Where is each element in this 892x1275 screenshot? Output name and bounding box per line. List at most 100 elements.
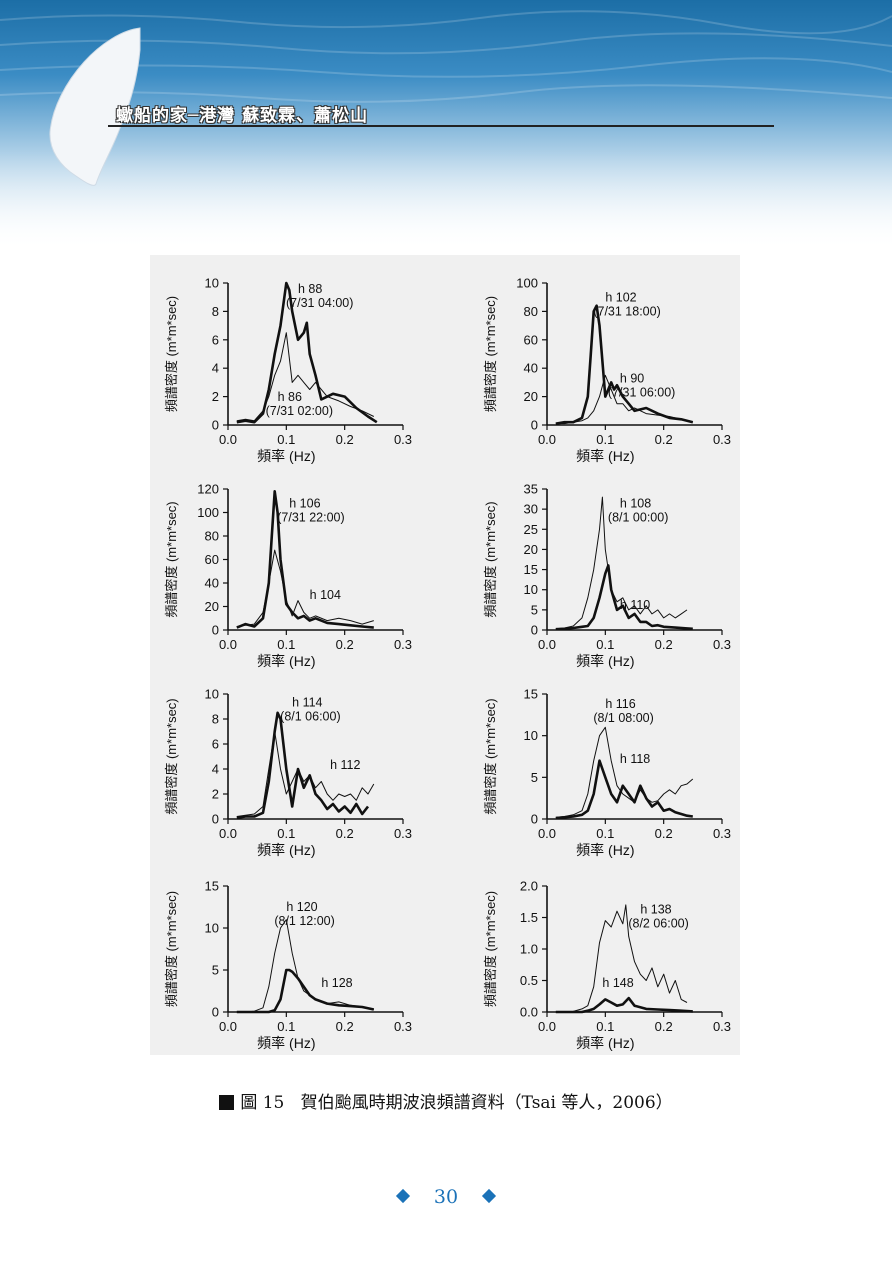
x-axis-label: 頻率 (Hz) [576, 1035, 634, 1051]
series-line-h-86 [236, 332, 375, 422]
x-tick-label: 0.2 [336, 826, 354, 841]
x-tick-label: 0.1 [277, 432, 295, 447]
y-tick-label: 15 [524, 687, 538, 702]
y-tick-label: 1.5 [520, 910, 538, 925]
page-footer: 30 [0, 1186, 892, 1208]
y-tick-label: 6 [212, 332, 219, 347]
x-tick-label: 0.3 [713, 432, 731, 447]
series-label-time: (7/31 22:00) [277, 510, 344, 524]
x-tick-label: 0.1 [596, 637, 614, 652]
y-tick-label: 0 [212, 1005, 219, 1020]
x-tick-label: 0.3 [713, 826, 731, 841]
diamond-icon [395, 1188, 410, 1204]
y-tick-label: 0.0 [520, 1005, 538, 1020]
series-label: h 110 [620, 598, 650, 612]
x-tick-label: 0.0 [538, 432, 556, 447]
x-tick-label: 0.2 [336, 637, 354, 652]
series-line-h-90 [555, 374, 693, 425]
series-label: h 114 [292, 696, 322, 710]
series-line-h-110 [555, 564, 693, 631]
x-tick-label: 0.1 [596, 1019, 614, 1034]
diamond-icon [482, 1188, 497, 1204]
y-tick-label: 20 [524, 542, 538, 557]
y-tick-label: 10 [205, 276, 219, 291]
series-label: h 112 [330, 758, 360, 772]
y-tick-label: 10 [524, 728, 538, 743]
series-line-h-102 [555, 304, 694, 425]
series-line-h-148 [555, 996, 693, 1014]
x-tick-label: 0.0 [219, 432, 237, 447]
x-tick-label: 0.2 [655, 1019, 673, 1034]
series-line-h-116 [555, 726, 694, 818]
spectrum-panel: 0.0 0.5 1.0 1.5 2.0 0.0 0.1 0.2 0.3 頻率 (Hz) 頻譜密度 (… [483, 879, 731, 1052]
series-line-h-108 [555, 496, 688, 630]
y-tick-label: 8 [212, 304, 219, 319]
x-axis-label: 頻率 (Hz) [576, 448, 634, 464]
y-axis-label: 頻譜密度 (m*m*sec) [164, 296, 179, 412]
x-tick-label: 0.2 [655, 432, 673, 447]
x-tick-label: 0.2 [336, 432, 354, 447]
series-label: h 108 [620, 496, 651, 510]
series-label: h 116 [605, 697, 635, 711]
series-line-h-114 [236, 711, 370, 820]
spectrum-panel: 0 2 4 6 8 10 0.0 0.1 0.2 0.3 頻率 (Hz) 頻譜密度 (m*m*sec)… [164, 687, 412, 859]
y-axis-label: 頻譜密度 (m*m*sec) [483, 501, 498, 617]
y-tick-label: 0 [531, 418, 538, 433]
x-tick-label: 0.3 [394, 432, 412, 447]
x-tick-label: 0.1 [277, 1019, 295, 1034]
y-axis-label: 頻譜密度 (m*m*sec) [483, 698, 498, 814]
y-tick-label: 0 [212, 812, 219, 827]
y-axis-label: 頻譜密度 (m*m*sec) [483, 891, 498, 1007]
x-axis-label: 頻率 (Hz) [576, 653, 634, 669]
series-label-time: (8/1 00:00) [608, 510, 668, 524]
series-label: h 104 [310, 588, 341, 602]
caption-text: 賀伯颱風時期波浪頻譜資料（Tsai 等人，2006） [300, 1093, 673, 1113]
spectrum-panel: 0 2 4 6 8 10 0.0 0.1 0.2 0.3 頻率 (Hz) 頻譜密度 (m*m*sec)… [164, 276, 412, 465]
y-tick-label: 0.5 [520, 973, 538, 988]
y-tick-label: 25 [524, 522, 538, 537]
y-tick-label: 5 [212, 963, 219, 978]
x-tick-label: 0.0 [538, 1019, 556, 1034]
y-tick-label: 0 [531, 623, 538, 638]
x-axis-label: 頻率 (Hz) [257, 448, 315, 464]
y-tick-label: 60 [205, 552, 219, 567]
series-label-time: (8/1 06:00) [280, 710, 340, 724]
y-tick-label: 4 [212, 762, 219, 777]
y-tick-label: 8 [212, 712, 219, 727]
series-label: h 88 [298, 282, 322, 296]
series-label: h 120 [286, 900, 317, 914]
series-label-time: (7/31 04:00) [286, 296, 353, 310]
x-tick-label: 0.2 [336, 1019, 354, 1034]
series-label: h 102 [605, 290, 636, 304]
y-axis-label: 頻譜密度 (m*m*sec) [164, 698, 179, 814]
taiwan-island-icon [49, 27, 141, 186]
x-tick-label: 0.3 [394, 637, 412, 652]
series-line-h-128 [236, 968, 375, 1014]
series-label: h 86 [278, 390, 302, 404]
y-tick-label: 10 [205, 921, 219, 936]
x-tick-label: 0.1 [277, 637, 295, 652]
x-tick-label: 0.3 [713, 1019, 731, 1034]
x-tick-label: 0.2 [655, 826, 673, 841]
y-tick-label: 2 [212, 389, 219, 404]
y-tick-label: 5 [531, 602, 538, 617]
caption-label: 圖 15 [240, 1093, 285, 1113]
series-label-time: (7/31 02:00) [266, 404, 333, 418]
series-label: h 128 [321, 976, 352, 990]
y-tick-label: 5 [531, 770, 538, 785]
x-axis-label: 頻率 (Hz) [576, 842, 634, 858]
page-number: 30 [433, 1186, 459, 1208]
x-tick-label: 0.0 [219, 637, 237, 652]
y-tick-label: 2.0 [520, 879, 538, 894]
x-axis-label: 頻率 (Hz) [257, 653, 315, 669]
header-rule [108, 125, 774, 127]
y-axis-label: 頻譜密度 (m*m*sec) [483, 296, 498, 412]
y-tick-label: 30 [524, 502, 538, 517]
y-tick-label: 1.0 [520, 942, 538, 957]
figure-caption: 圖 15 賀伯颱風時期波浪頻譜資料（Tsai 等人，2006） [0, 1088, 892, 1113]
x-tick-label: 0.1 [596, 432, 614, 447]
running-header: 蠍船的家─港灣 蘇致霖、蕭松山 [116, 106, 369, 126]
series-label: h 90 [620, 371, 644, 385]
spectrum-panel: 0 5 10 15 20 25 30 35 0.0 0.1 0.2 0.3 頻率 (Hz) 頻譜密度 (m… [483, 482, 731, 670]
spectrum-panel: 0 5 10 15 0.0 0.1 0.2 0.3 頻率 (Hz) 頻譜密度 (m*m*sec) h… [483, 687, 731, 859]
